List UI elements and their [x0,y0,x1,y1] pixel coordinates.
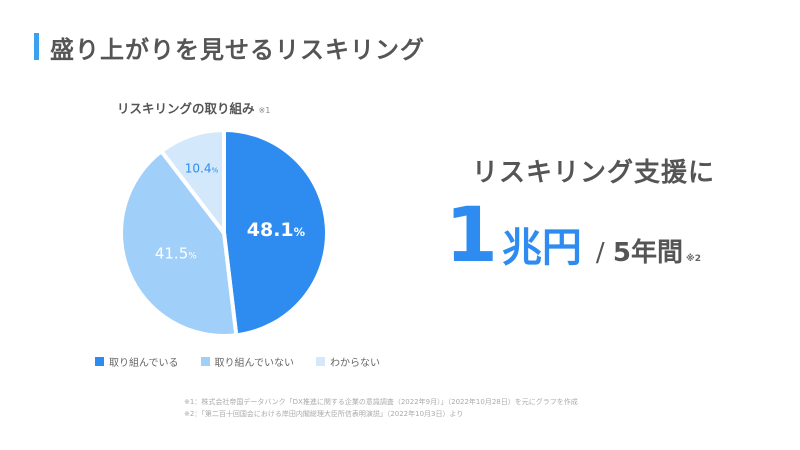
amount-unit: 兆円 [501,225,582,271]
pie-slice-3 [158,127,226,239]
amount-block: 1 兆円 / 5年間 ※2 [445,195,701,275]
legend-label: わからない [330,358,380,369]
chart-title: リスキリングの取り組み ※1 [117,98,270,117]
title-accent-bar [34,33,39,60]
pie-slice-1 [222,127,329,338]
period-text: 5年間 [612,238,684,268]
footnote-2: ※2：「第二百十回国会における岸田内閣総理大臣所信表明演説」（2022年10月3… [184,410,464,418]
period: / 5年間 [596,232,683,269]
chart-title-text: リスキリングの取り組み [117,101,255,116]
legend-swatch [316,357,325,366]
legend-item: わからない [316,354,380,369]
headline: リスキリング支援に [472,158,716,188]
footnote-1: ※1：株式会社帝国データバンク「DX推進に関する企業の意識調査（2022年9月）… [184,398,578,406]
legend-item: 取り組んでいる [95,354,179,369]
amount-number: 1 [445,190,498,279]
slice-label-3: 10.4% [185,162,219,176]
page-title: 盛り上がりを見せるリスキリング [50,36,425,64]
chart-legend: 取り組んでいる 取り組んでいない わからない [95,354,380,369]
pie-slice-2 [119,148,239,338]
legend-item: 取り組んでいない [200,354,295,369]
slice-label-1: 48.1% [247,219,306,241]
chart-note: ※1 [258,106,271,115]
slice-label-2: 41.5% [155,245,197,263]
legend-label: 取り組んでいない [214,358,295,369]
pie-chart: 48.1% 41.5% 10.4% [119,127,329,338]
legend-swatch [200,357,210,366]
amount-note: ※2 [686,254,702,264]
legend-swatch [95,357,104,366]
footnotes: ※1：株式会社帝国データバンク「DX推進に関する企業の意識調査（2022年9月）… [184,396,578,420]
legend-label: 取り組んでいる [109,358,179,369]
period-separator: / [595,238,605,268]
